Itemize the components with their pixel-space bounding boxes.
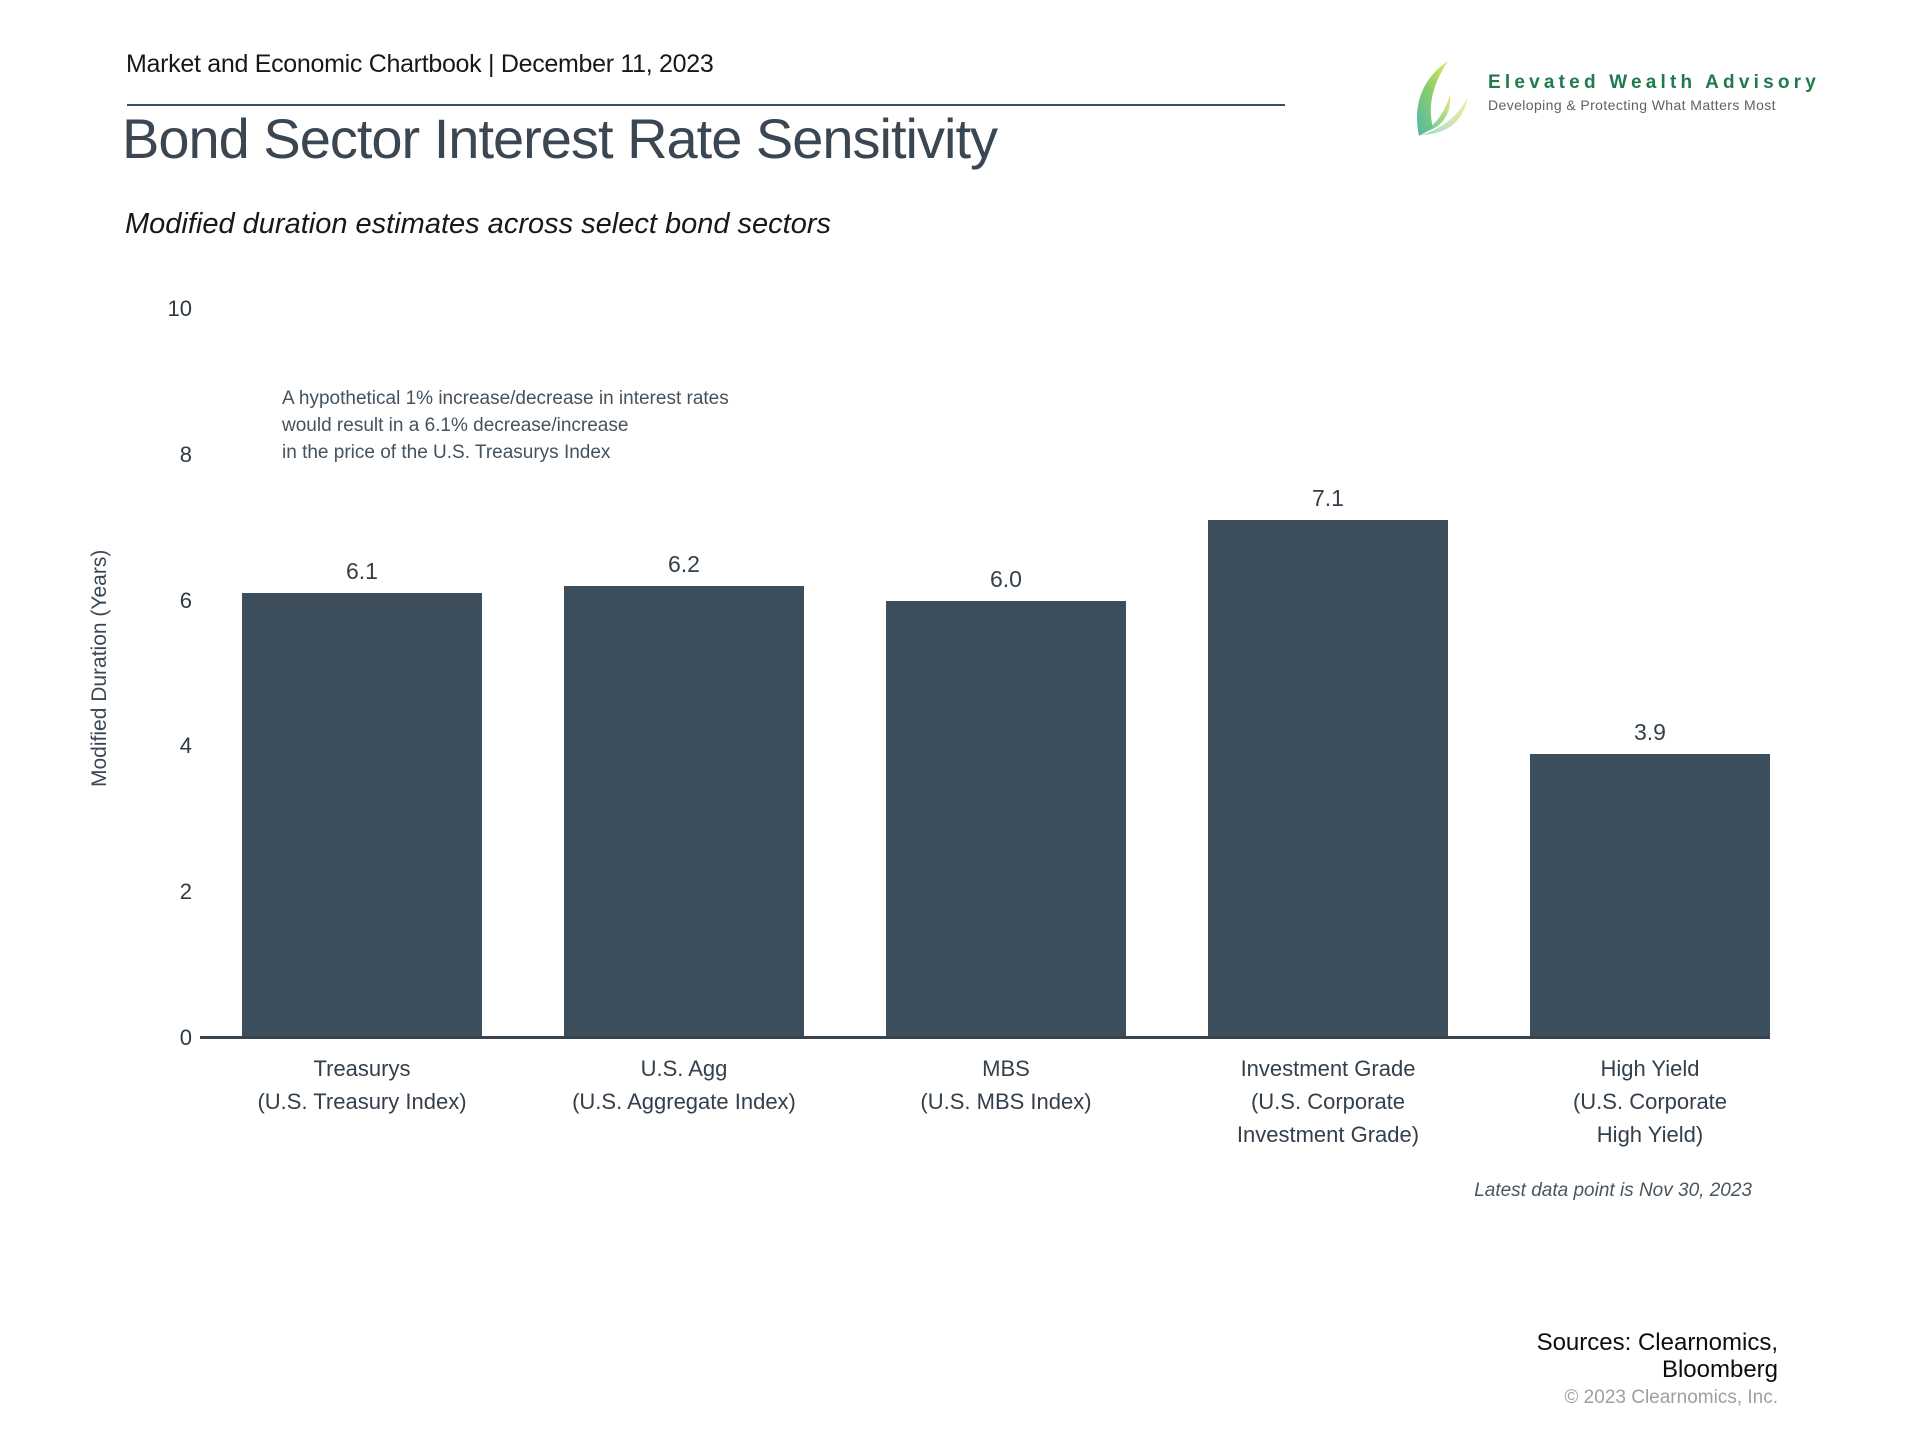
- y-axis-title: Modified Duration (Years): [88, 549, 111, 787]
- annotation-line: in the price of the U.S. Treasurys Index: [282, 442, 611, 463]
- x-axis-label-investment-grade: Investment Grade (U.S. Corporate Investmen…: [1236, 1056, 1420, 1147]
- logo-tagline: Developing & Protecting What Matters Mos…: [1488, 97, 1776, 113]
- bar-value-label: 3.9: [1634, 719, 1666, 745]
- y-tick-label: 8: [179, 441, 192, 467]
- bar-u-s-agg: [564, 586, 804, 1038]
- bar-value-label: 6.0: [990, 566, 1022, 592]
- page-subtitle: Modified duration estimates across selec…: [125, 208, 832, 240]
- y-tick-label: 2: [179, 879, 192, 905]
- sources-note: Sources: Clearnomics, Bloomberg: [1200, 1329, 1778, 1383]
- y-tick-label: 4: [179, 733, 192, 759]
- logo-text-block: Elevated Wealth Advisory Developing & Pr…: [1488, 72, 1820, 113]
- sources-line: Sources: Clearnomics,: [1536, 1329, 1778, 1356]
- bar-value-label: 6.2: [668, 551, 700, 577]
- annotation-line: A hypothetical 1% increase/decrease in i…: [282, 388, 729, 409]
- header-divider: [127, 104, 1285, 106]
- x-axis-label-u-s-agg: U.S. Agg (U.S. Aggregate Index): [572, 1056, 796, 1114]
- y-tick-label: 0: [179, 1025, 192, 1050]
- company-logo: Elevated Wealth Advisory Developing & Pr…: [1412, 60, 1820, 143]
- y-tick-label: 10: [167, 296, 192, 321]
- chart-annotation: A hypothetical 1% increase/decrease in i…: [282, 385, 729, 466]
- bar-mbs: [886, 601, 1126, 1038]
- x-axis-label-mbs: MBS (U.S. MBS Index): [920, 1056, 1092, 1114]
- sources-line: Bloomberg: [1661, 1356, 1778, 1383]
- logo-name: Elevated Wealth Advisory: [1488, 72, 1821, 93]
- x-axis-label-treasurys: Treasurys (U.S. Treasury Index): [257, 1056, 467, 1114]
- bar-high-yield: [1530, 754, 1770, 1038]
- chartbook-header: Market and Economic Chartbook | December…: [126, 50, 714, 78]
- bar-value-label: 6.1: [346, 558, 378, 584]
- copyright-note: © 2023 Clearnomics, Inc.: [1564, 1387, 1778, 1408]
- annotation-line: would result in a 6.1% decrease/increase: [282, 415, 629, 436]
- latest-data-note: Latest data point is Nov 30, 2023: [1474, 1180, 1752, 1201]
- page-title: Bond Sector Interest Rate Sensitivity: [122, 107, 998, 170]
- y-tick-label: 6: [179, 587, 192, 613]
- bar-treasurys: [242, 593, 482, 1038]
- leaf-swoosh-icon: [1412, 60, 1476, 143]
- bar-value-label: 7.1: [1312, 485, 1344, 511]
- bar-investment-grade: [1208, 520, 1448, 1038]
- x-axis-label-high-yield: High Yield (U.S. Corporate High Yield): [1572, 1056, 1728, 1147]
- x-axis-line: [200, 1036, 1770, 1039]
